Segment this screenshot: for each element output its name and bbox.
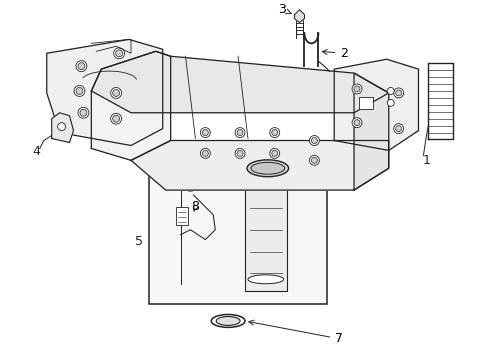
Polygon shape [334, 59, 418, 150]
Circle shape [272, 150, 278, 156]
Circle shape [76, 87, 83, 94]
Circle shape [235, 128, 245, 138]
Polygon shape [354, 73, 389, 190]
Circle shape [396, 126, 402, 132]
Circle shape [352, 118, 362, 128]
Circle shape [270, 128, 280, 138]
Circle shape [202, 150, 208, 156]
Polygon shape [91, 51, 389, 113]
Text: 8: 8 [192, 201, 199, 213]
Circle shape [113, 90, 120, 96]
Circle shape [111, 113, 122, 124]
Polygon shape [131, 140, 389, 190]
Bar [245, 177, 287, 291]
Circle shape [114, 48, 124, 59]
Polygon shape [47, 39, 163, 145]
Circle shape [237, 150, 243, 156]
Text: 3: 3 [278, 3, 291, 16]
Ellipse shape [248, 275, 284, 284]
Circle shape [387, 87, 394, 94]
Circle shape [310, 156, 319, 165]
Circle shape [312, 157, 318, 163]
Circle shape [78, 63, 85, 69]
Ellipse shape [251, 162, 285, 174]
Circle shape [310, 136, 319, 145]
Circle shape [393, 124, 404, 134]
Bar [255, 166, 261, 174]
Circle shape [111, 87, 122, 98]
Ellipse shape [192, 178, 219, 186]
Circle shape [116, 50, 122, 57]
Circle shape [272, 130, 278, 136]
Circle shape [80, 109, 87, 116]
Bar [149, 165, 327, 304]
Circle shape [235, 148, 245, 158]
Circle shape [396, 90, 402, 96]
Ellipse shape [188, 176, 222, 188]
Circle shape [354, 86, 360, 92]
Bar [241, 173, 291, 187]
Text: 6: 6 [227, 177, 259, 190]
Circle shape [200, 128, 210, 138]
Circle shape [78, 107, 89, 118]
Text: 7: 7 [249, 320, 343, 345]
Text: 2: 2 [322, 47, 348, 60]
Circle shape [200, 148, 210, 158]
Circle shape [352, 84, 362, 94]
Bar [359, 97, 373, 109]
Circle shape [354, 120, 360, 126]
Circle shape [76, 61, 87, 72]
Bar [175, 207, 188, 225]
Polygon shape [294, 10, 304, 23]
Text: 5: 5 [135, 235, 143, 248]
Circle shape [113, 115, 120, 122]
Bar [271, 166, 277, 174]
Circle shape [270, 148, 280, 158]
Text: 4: 4 [32, 145, 40, 158]
Polygon shape [51, 113, 74, 143]
Circle shape [58, 123, 66, 131]
Circle shape [202, 130, 208, 136]
Circle shape [74, 85, 85, 96]
Ellipse shape [216, 316, 240, 325]
Polygon shape [91, 51, 171, 160]
Ellipse shape [185, 183, 196, 191]
Circle shape [312, 138, 318, 144]
Circle shape [237, 130, 243, 136]
Ellipse shape [211, 315, 245, 327]
Text: 1: 1 [422, 154, 430, 167]
Ellipse shape [247, 160, 289, 177]
Bar [263, 166, 269, 174]
Circle shape [393, 88, 404, 98]
Circle shape [387, 99, 394, 106]
